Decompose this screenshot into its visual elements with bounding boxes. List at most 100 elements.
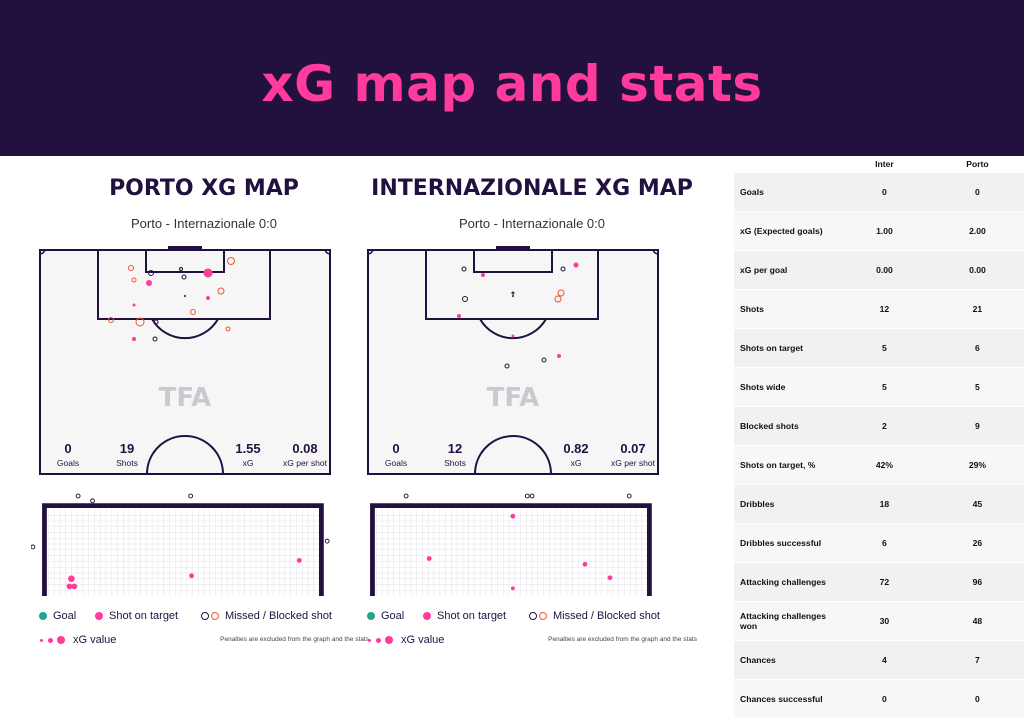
legend-on-target: Shot on target <box>423 610 506 622</box>
stats-row-label: Chances <box>734 641 838 680</box>
stats-header-cell: Inter <box>838 156 931 173</box>
goal-shot-marker <box>91 499 95 503</box>
stats-inter-value: 42% <box>838 446 931 485</box>
stats-row-label: xG (Expected goals) <box>734 212 838 251</box>
goal-shot-marker <box>189 494 193 498</box>
stats-row-label: Goals <box>734 173 838 212</box>
goal-shot-marker <box>71 584 77 590</box>
goal-line-marker <box>496 246 530 250</box>
penalty-note: Penalties are excluded from the graph an… <box>220 636 369 643</box>
missed-dark-icon <box>201 612 209 620</box>
penalty-note: Penalties are excluded from the graph an… <box>548 636 697 643</box>
goal-shot-marker <box>189 573 194 578</box>
porto-xg-panel: PORTO XG MAP Porto - Internazionale 0:0 TF… <box>39 156 369 683</box>
stats-row-label: Shots on target, % <box>734 446 838 485</box>
legend-xg-value: xG value <box>368 634 444 646</box>
stat-value: 0.08 <box>292 441 317 456</box>
stats-row-label: Shots on target <box>734 329 838 368</box>
goal-shot-marker <box>510 514 515 519</box>
stats-row-label: Shots <box>734 290 838 329</box>
shot-marker <box>481 273 485 277</box>
stat-value: 0.82 <box>563 441 588 456</box>
stat-value: 0.07 <box>620 441 645 456</box>
goal-shot-marker <box>297 558 302 563</box>
stat-label: Goals <box>57 458 79 468</box>
pitch-outline <box>40 250 330 474</box>
stats-porto-value: 0 <box>931 680 1024 718</box>
header-banner: xG map and stats <box>0 0 1024 156</box>
legend-on-target-label: Shot on target <box>437 610 506 622</box>
stats-inter-value: 0.00 <box>838 251 931 290</box>
shot-marker <box>206 296 210 300</box>
legend-xg-label: xG value <box>401 634 444 646</box>
goal-posts <box>372 506 649 596</box>
shot-marker <box>512 335 515 338</box>
tfa-watermark: TFA <box>487 383 540 413</box>
penalty-spot <box>184 295 186 297</box>
shot-marker <box>132 337 136 341</box>
goal-shot-marker <box>325 539 329 543</box>
stats-row-label: Chances successful <box>734 680 838 718</box>
stat-label: xG <box>243 458 254 468</box>
stats-inter-value: 2 <box>838 407 931 446</box>
panel-title: PORTO XG MAP <box>39 176 369 201</box>
on-target-dot-icon <box>423 612 431 620</box>
stat-value: 19 <box>120 441 134 456</box>
xg-small-icon <box>368 639 371 642</box>
stat-value: 0 <box>64 441 71 456</box>
xg-medium-icon <box>376 638 381 643</box>
stats-porto-value: 7 <box>931 641 1024 680</box>
panel-subtitle: Porto - Internazionale 0:0 <box>39 216 369 231</box>
goal-line-marker <box>168 246 202 250</box>
goal-net <box>46 509 319 596</box>
goal-shot-marker <box>76 494 80 498</box>
goal-shot-marker <box>511 586 515 590</box>
legend-goal-label: Goal <box>53 610 76 622</box>
goal-shot-marker <box>525 494 529 498</box>
stats-inter-value: 4 <box>838 641 931 680</box>
stats-inter-value: 18 <box>838 485 931 524</box>
goal-shot-marker <box>404 494 408 498</box>
stats-inter-value: 30 <box>838 602 931 641</box>
legend-missed: Missed / Blocked shot <box>201 610 332 622</box>
stats-inter-value: 6 <box>838 524 931 563</box>
stat-value: 12 <box>448 441 462 456</box>
stats-row-label: Blocked shots <box>734 407 838 446</box>
legend-on-target: Shot on target <box>95 610 178 622</box>
legend-goal-label: Goal <box>381 610 404 622</box>
goal-shot-marker <box>608 575 613 580</box>
xg-medium-icon <box>48 638 53 643</box>
stats-porto-value: 2.00 <box>931 212 1024 251</box>
goal-shot-marker <box>31 545 35 549</box>
missed-dark-icon <box>529 612 537 620</box>
goal-shot-marker <box>427 556 432 561</box>
stats-inter-value: 72 <box>838 563 931 602</box>
legend-missed-label: Missed / Blocked shot <box>553 610 660 622</box>
stats-header-cell <box>734 156 838 173</box>
stats-porto-value: 48 <box>931 602 1024 641</box>
stat-value: 0 <box>392 441 399 456</box>
tfa-watermark: TFA <box>159 383 212 413</box>
stats-row-label: Attacking challenges won <box>734 602 838 641</box>
xg-small-icon <box>40 639 43 642</box>
legend-goal: Goal <box>39 610 76 622</box>
stats-row-label: Dribbles <box>734 485 838 524</box>
stats-row-label: Attacking challenges <box>734 563 838 602</box>
stat-label: xG per shot <box>283 458 328 468</box>
stats-inter-value: 12 <box>838 290 931 329</box>
stats-row: Shots on target, %42%29% <box>734 446 1024 485</box>
stats-inter-value: 0 <box>838 680 931 718</box>
stat-label: xG <box>571 458 582 468</box>
stats-porto-value: 45 <box>931 485 1024 524</box>
